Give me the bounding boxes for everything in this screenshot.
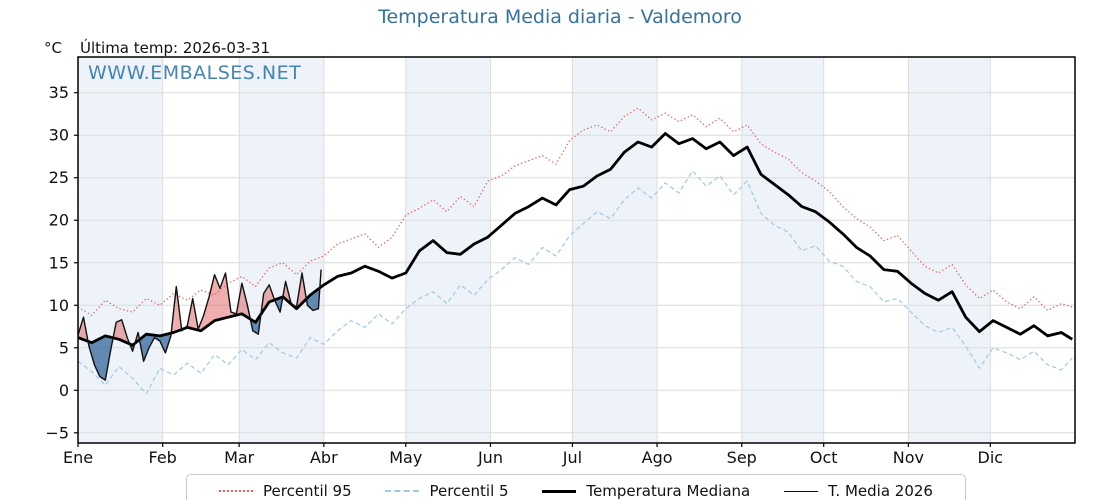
y-tick-label-30: 30 <box>49 126 69 145</box>
x-tick-label-Mar: Mar <box>224 448 255 467</box>
y-tick-label-25: 25 <box>49 168 69 187</box>
series-line-t-media-2026 <box>77 269 322 381</box>
legend-line-swatch <box>385 490 420 492</box>
fill-above-median <box>78 317 88 342</box>
legend-box: Percentil 95 Percentil 5 Temperatura Media… <box>186 474 966 500</box>
watermark-text: WWW.EMBALSES.NET <box>88 62 302 84</box>
x-tick-label-Sep: Sep <box>727 448 757 467</box>
series-line-temperatura-mediana <box>77 132 1074 347</box>
legend-label: T. Media 2026 <box>828 482 933 500</box>
y-tick-label--5: −5 <box>45 423 69 442</box>
month-band-Nov <box>908 57 991 443</box>
month-band-Jul <box>572 57 658 443</box>
x-tick-label-Abr: Abr <box>310 448 338 467</box>
y-axis-unit-label: °C <box>44 39 62 57</box>
series-line-percentil-95 <box>77 107 1073 317</box>
x-tick-label-Dic: Dic <box>978 448 1004 467</box>
x-tick-label-Jul: Jul <box>562 448 582 467</box>
chart-title: Temperatura Media diaria - Valdemoro <box>378 6 742 28</box>
y-tick-label-15: 15 <box>49 253 69 272</box>
legend-label: Temperatura Mediana <box>586 482 751 500</box>
month-band-Sep <box>741 57 824 443</box>
legend-line-swatch <box>219 490 253 492</box>
fill-below-median <box>139 333 172 362</box>
series-line-percentil-5 <box>77 170 1073 395</box>
x-tick-label-Ene: Ene <box>63 448 93 467</box>
fill-above-median <box>282 273 307 309</box>
legend-item-temperatura-mediana: Temperatura Mediana <box>542 482 750 500</box>
x-tick-label-May: May <box>389 448 422 467</box>
legend-line-swatch <box>542 489 577 493</box>
y-tick-label-10: 10 <box>49 296 69 315</box>
y-tick-label-35: 35 <box>49 83 69 102</box>
legend-item-percentil-95: Percentil 95 <box>219 482 352 500</box>
y-tick-label-20: 20 <box>49 211 69 230</box>
y-tick-label-5: 5 <box>59 338 69 357</box>
plot-border <box>77 56 1076 444</box>
legend-item-percentil-5: Percentil 5 <box>385 482 509 500</box>
fill-below-median <box>306 287 320 311</box>
legend-label: Percentil 5 <box>429 482 509 500</box>
x-tick-label-Nov: Nov <box>893 448 924 467</box>
month-band-Mar <box>239 57 324 443</box>
fill-above-median <box>184 273 251 331</box>
x-tick-label-Ago: Ago <box>642 448 673 467</box>
month-band-Ene <box>78 57 163 443</box>
last-temp-annotation: Última temp: 2026-03-31 <box>80 39 271 57</box>
legend-label: Percentil 95 <box>263 482 352 500</box>
x-tick-label-Oct: Oct <box>810 448 838 467</box>
legend-line-swatch <box>784 490 819 492</box>
y-tick-label-0: 0 <box>59 381 69 400</box>
x-tick-label-Jun: Jun <box>477 448 503 467</box>
fill-below-median <box>274 296 283 313</box>
x-tick-label-Feb: Feb <box>149 448 177 467</box>
plot-area: Ene Feb Mar Abr May Jun Jul Ago Sep Oct Nov Dic −5 0 5… <box>45 56 1076 467</box>
fill-above-median <box>171 286 182 334</box>
legend-item-t-media-2026: T. Media 2026 <box>784 482 933 500</box>
